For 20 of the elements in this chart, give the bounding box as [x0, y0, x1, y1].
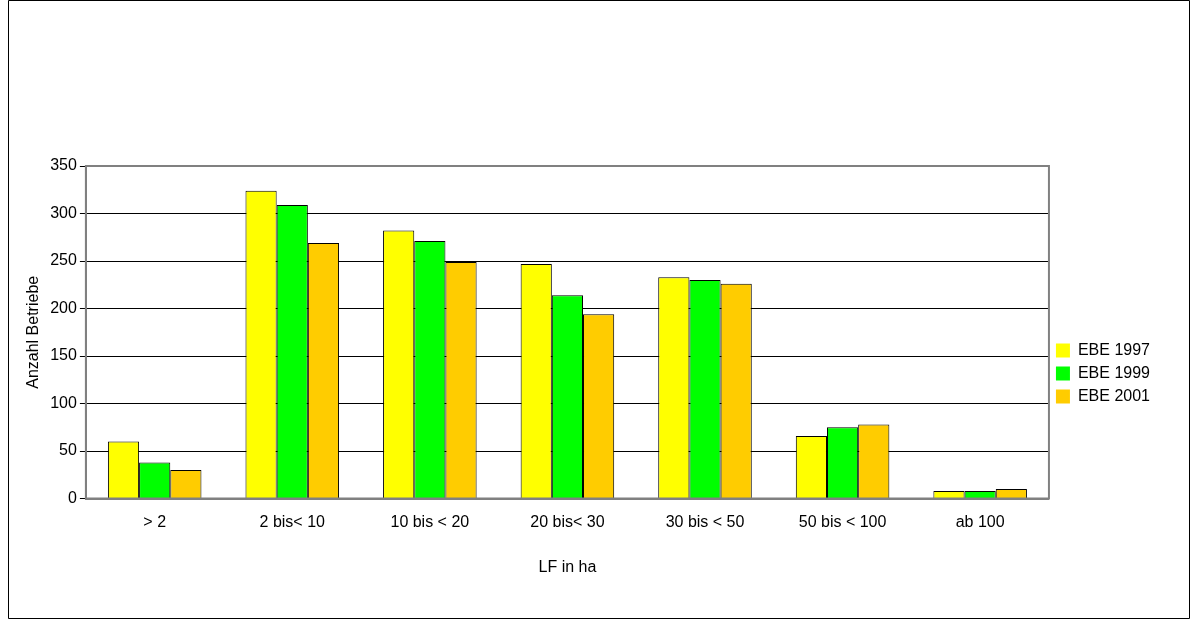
y-tick-label: 200 — [50, 298, 77, 316]
y-tick-label: 250 — [50, 251, 77, 269]
y-tick-label: 300 — [50, 203, 77, 221]
x-tick-label: 50 bis < 100 — [798, 512, 887, 530]
y-tick-label: 50 — [59, 441, 77, 459]
y-tick-label: 150 — [50, 346, 77, 364]
x-axis-title: LF in ha — [538, 557, 597, 575]
x-tick-label: 30 bis < 50 — [665, 512, 745, 530]
y-axis-title: Anzahl Betriebe — [24, 275, 42, 389]
y-tick-label: 350 — [50, 156, 77, 174]
x-tick-label: > 2 — [143, 512, 167, 530]
x-tick-label: 10 bis < 20 — [390, 512, 470, 530]
x-tick-label: 2 bis< 10 — [259, 512, 326, 530]
y-tick-label: 0 — [67, 489, 77, 507]
legend-label: EBE 2001 — [1077, 386, 1151, 404]
legend-label: EBE 1997 — [1077, 340, 1151, 358]
x-tick-label: 20 bis< 30 — [530, 512, 605, 530]
x-tick-label: ab 100 — [955, 512, 1005, 530]
y-tick-label: 100 — [50, 393, 77, 411]
legend-label: EBE 1999 — [1077, 363, 1151, 381]
